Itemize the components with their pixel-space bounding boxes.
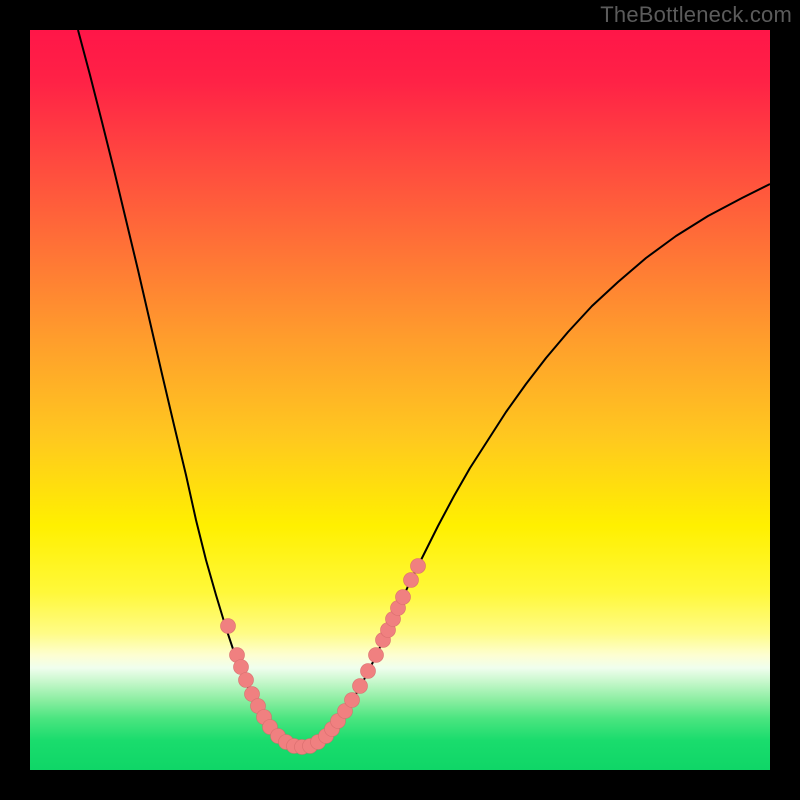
data-marker — [396, 590, 411, 605]
data-marker — [361, 664, 376, 679]
data-marker — [345, 693, 360, 708]
bottleneck-curve — [78, 30, 770, 748]
chart-svg — [30, 30, 770, 770]
data-marker — [411, 559, 426, 574]
data-marker — [221, 619, 236, 634]
chart-frame: TheBottleneck.com — [0, 0, 800, 800]
data-marker — [239, 673, 254, 688]
data-marker — [353, 679, 368, 694]
data-marker — [369, 648, 384, 663]
data-marker — [404, 573, 419, 588]
marker-group — [221, 559, 426, 755]
plot-area — [30, 30, 770, 770]
watermark-text: TheBottleneck.com — [600, 2, 792, 28]
